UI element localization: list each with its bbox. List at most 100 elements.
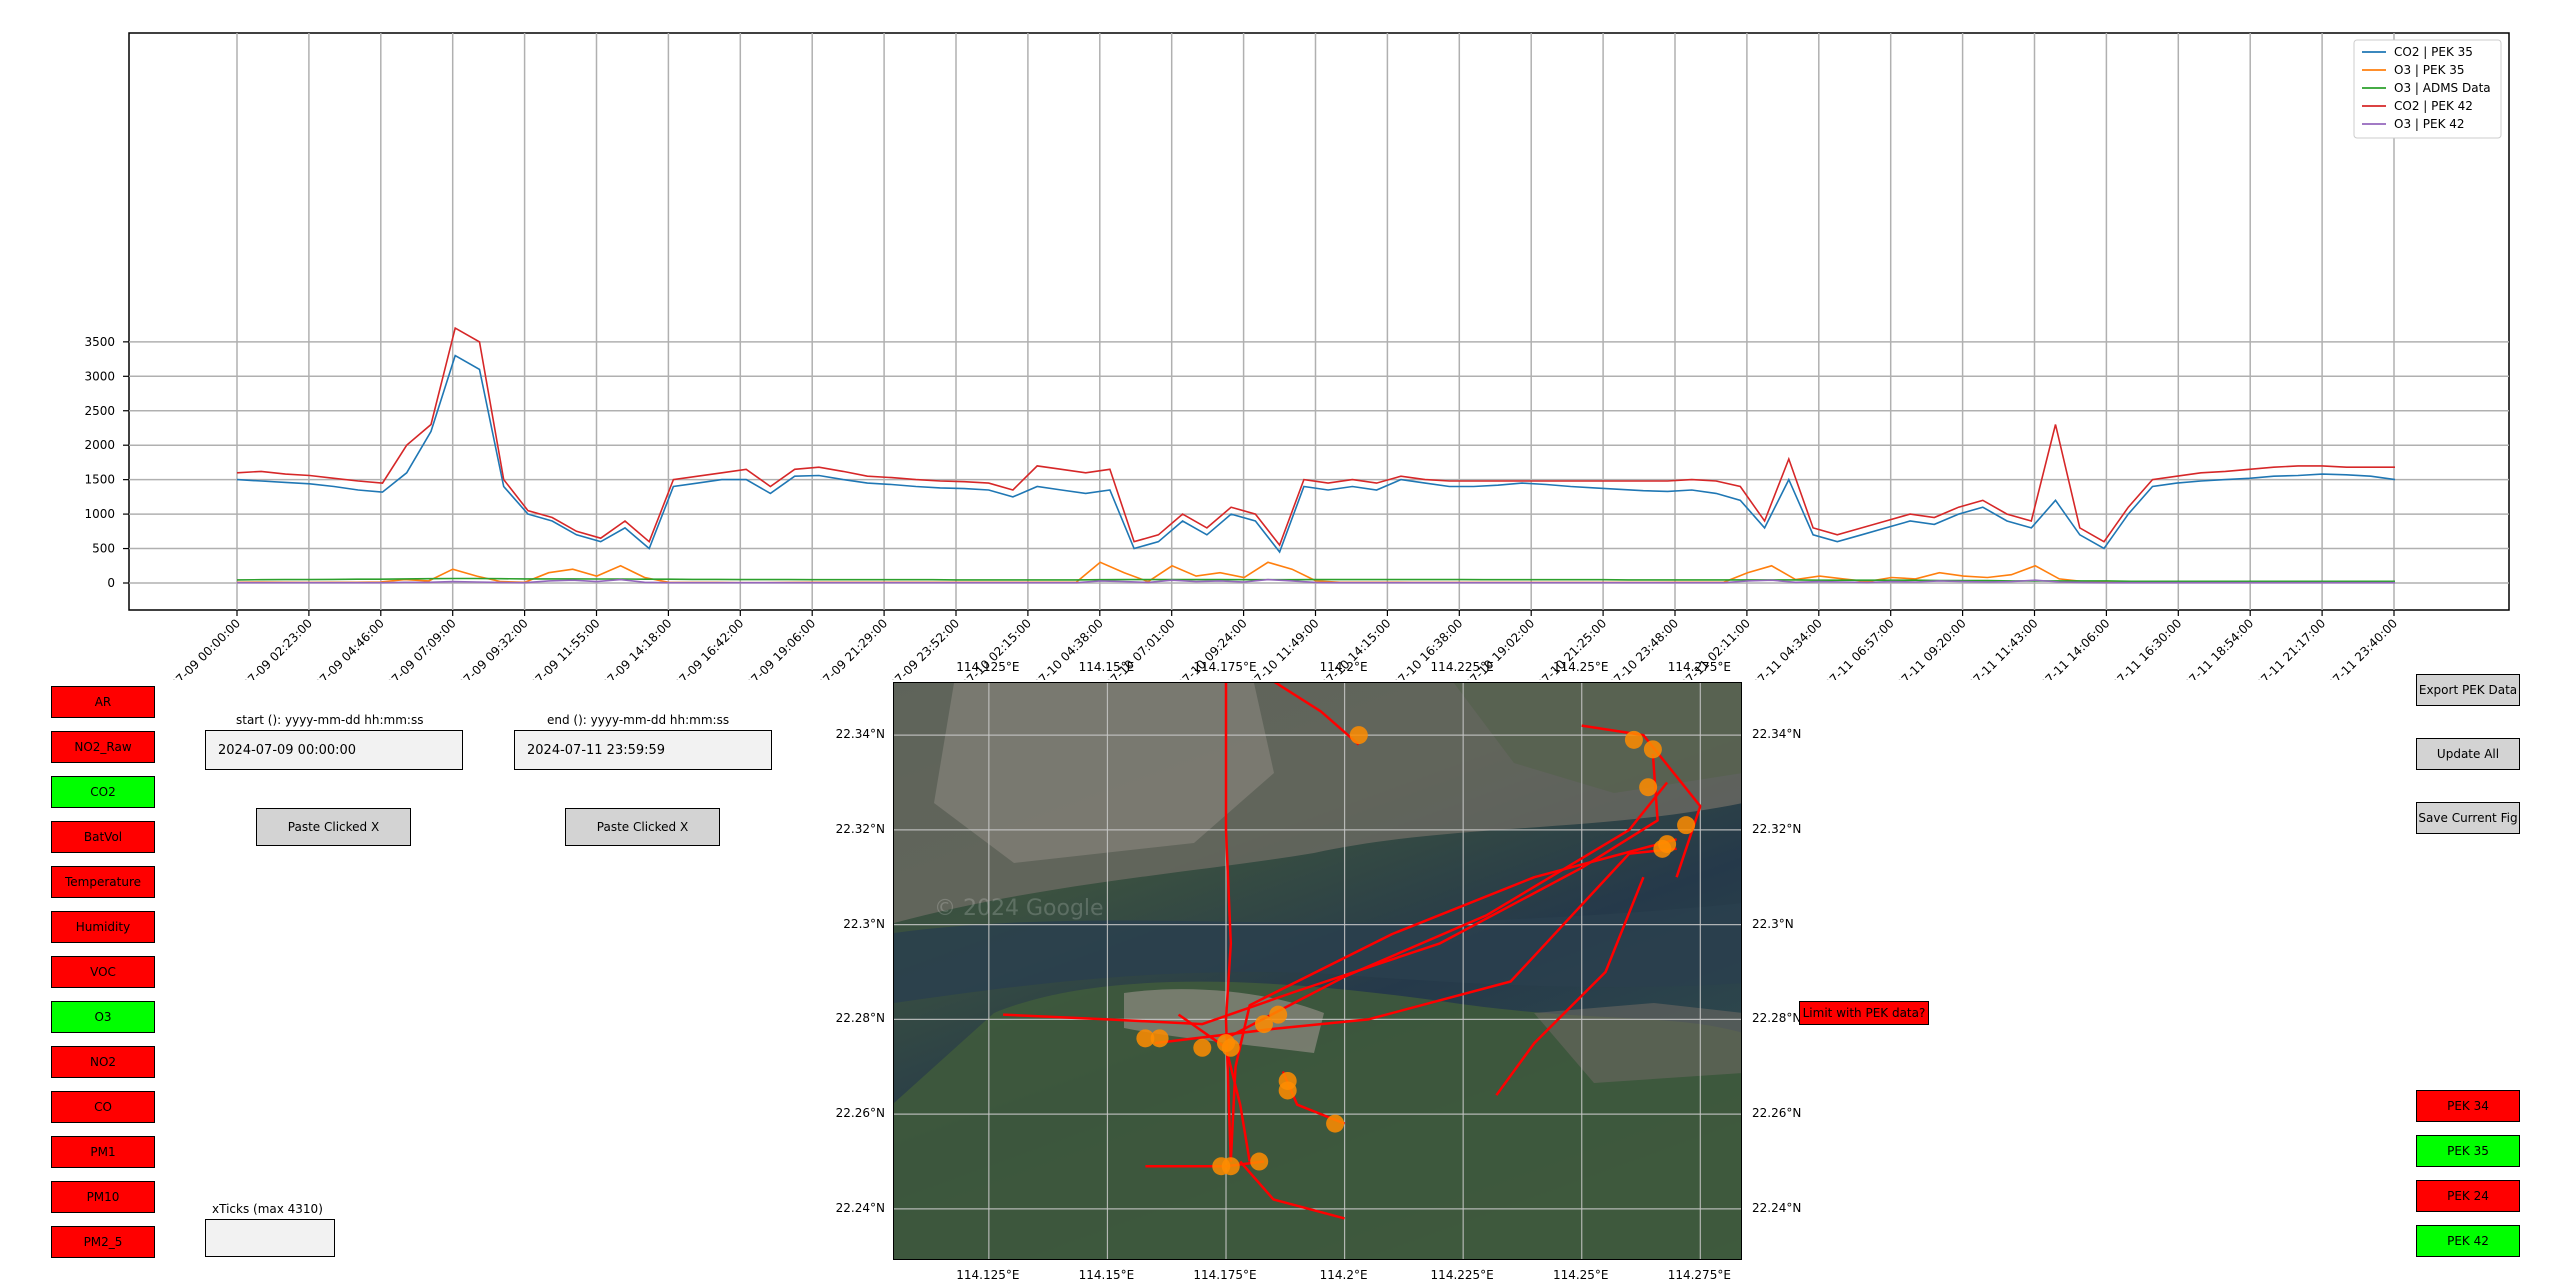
map-track-5 — [1154, 847, 1677, 1045]
map-lat-label-left: 22.26°N — [835, 1106, 885, 1121]
map-track-11 — [1177, 1013, 1251, 1162]
legend-entry: O3 | PEK 42 — [2394, 117, 2465, 131]
station-toggle-pek-35[interactable]: PEK 35 — [2416, 1135, 2520, 1167]
pollutant-toggle-o3[interactable]: O3 — [51, 1001, 155, 1033]
y-tick-label: 0 — [107, 576, 115, 590]
map-marker-6[interactable] — [1653, 839, 1672, 858]
legend-entry: O3 | PEK 35 — [2394, 63, 2465, 77]
y-axis: 0 500 1000 1500 2000 2500 3000 3500 — [84, 335, 129, 590]
y-tick-label: 3000 — [84, 369, 115, 383]
map-lon-label-bottom: 114.225°E — [1430, 1268, 1494, 1282]
pollutant-toggle-co[interactable]: CO — [51, 1091, 155, 1123]
start-label: start (): yyyy-mm-dd hh:mm:ss — [236, 713, 424, 727]
chart-frame — [128, 32, 2510, 611]
map-marker-2[interactable] — [1624, 730, 1643, 749]
map-track-7 — [1239, 1160, 1345, 1220]
y-tick-label: 3500 — [84, 335, 115, 349]
limit-pek-toggle[interactable]: Limit with PEK data? — [1799, 1001, 1929, 1025]
map-marker-13[interactable] — [1269, 1005, 1288, 1024]
map-lat-label-left: 22.32°N — [835, 821, 885, 836]
pollutant-toggle-co2[interactable]: CO2 — [51, 776, 155, 808]
map-marker-9[interactable] — [1193, 1038, 1212, 1057]
paste-end-button[interactable]: Paste Clicked X — [565, 808, 720, 846]
legend-box — [2353, 39, 2502, 139]
save-figure-button[interactable]: Save Current Fig — [2416, 802, 2520, 834]
pollutant-toggle-humidity[interactable]: Humidity — [51, 911, 155, 943]
map-marker-4[interactable] — [1677, 816, 1696, 835]
map-lon-label-top: 114.2°E — [1319, 660, 1368, 674]
export-pek-data-button[interactable]: Export PEK Data — [2416, 674, 2520, 706]
map-marker-15[interactable] — [1278, 1081, 1297, 1100]
map-lon-label-bottom: 114.15°E — [1078, 1268, 1135, 1282]
pollutant-toggle-pm1[interactable]: PM1 — [51, 1136, 155, 1168]
map-lat-label-right: 22.34°N — [1752, 727, 1802, 742]
legend-entry: CO2 | PEK 35 — [2394, 45, 2473, 59]
map-lat-label-right: 22.32°N — [1752, 821, 1802, 836]
update-all-button[interactable]: Update All — [2416, 738, 2520, 770]
map-lon-label-top: 114.225°E — [1430, 660, 1494, 674]
chart-series — [236, 326, 2396, 584]
map-marker-7[interactable] — [1136, 1029, 1155, 1048]
map-lon-label-bottom: 114.25°E — [1552, 1268, 1609, 1282]
map-marker-8[interactable] — [1150, 1029, 1169, 1048]
series-line-1 — [236, 561, 2395, 584]
pollutant-toggle-temperature[interactable]: Temperature — [51, 866, 155, 898]
map-track-1 — [1225, 781, 1669, 1040]
series-line-0 — [236, 354, 2396, 554]
pollutant-toggle-voc[interactable]: VOC — [51, 956, 155, 988]
map-marker-16[interactable] — [1326, 1114, 1345, 1133]
map-marker-19[interactable] — [1250, 1152, 1269, 1171]
xticks-label: xTicks (max 4310) — [212, 1202, 323, 1216]
legend-entry: CO2 | PEK 42 — [2394, 99, 2473, 113]
pollutant-toggle-pm2-5[interactable]: PM2_5 — [51, 1226, 155, 1258]
map-lon-label-bottom: 114.175°E — [1193, 1268, 1257, 1282]
end-input[interactable]: 2024-07-11 23:59:59 — [514, 730, 772, 770]
pollutant-toggle-ar[interactable]: AR — [51, 686, 155, 718]
map-lat-label-left: 22.3°N — [843, 916, 885, 931]
station-toggle-pek-42[interactable]: PEK 42 — [2416, 1225, 2520, 1257]
map-watermark: © 2024 Google — [934, 896, 1104, 921]
map-marker-0[interactable] — [1349, 726, 1368, 745]
xticks-input[interactable] — [205, 1219, 335, 1257]
map-markers — [1136, 726, 1696, 1176]
pollutant-toggle-no2-raw[interactable]: NO2_Raw — [51, 731, 155, 763]
timeseries-chart[interactable]: 0 500 1000 1500 2000 2500 3000 3500 2024-07-09 … — [0, 0, 2551, 680]
map-lat-label-left: 22.28°N — [835, 1011, 885, 1026]
pollutant-toggle-no2[interactable]: NO2 — [51, 1046, 155, 1078]
map-lat-label-left: 22.34°N — [835, 727, 885, 742]
map-lon-label-top: 114.175°E — [1193, 660, 1257, 674]
start-input[interactable]: 2024-07-09 00:00:00 — [205, 730, 463, 770]
legend-entry: O3 | ADMS Data — [2394, 81, 2491, 95]
map-marker-1[interactable] — [1643, 740, 1662, 759]
y-tick-label: 2500 — [84, 404, 115, 418]
chart-legend: CO2 | PEK 35 O3 | PEK 35 O3 | ADMS Data CO2… — [2353, 39, 2502, 139]
map-marker-18[interactable] — [1212, 1157, 1231, 1176]
paste-start-button[interactable]: Paste Clicked X — [256, 808, 411, 846]
y-tick-label: 2000 — [84, 438, 115, 452]
y-tick-label: 1000 — [84, 507, 115, 521]
series-line-3 — [236, 326, 2395, 547]
map-lat-label-right: 22.3°N — [1752, 916, 1794, 931]
y-tick-label: 500 — [92, 542, 115, 556]
x-tick-label: 2024-07-09 00:00:00 — [143, 616, 243, 680]
map-track-3 — [1224, 683, 1233, 1162]
map-lon-label-bottom: 114.275°E — [1667, 1268, 1731, 1282]
pollutant-toggle-batvol[interactable]: BatVol — [51, 821, 155, 853]
map-lon-label-top: 114.125°E — [956, 660, 1020, 674]
map-lat-label-right: 22.24°N — [1752, 1200, 1802, 1215]
y-tick-label: 1500 — [84, 473, 115, 487]
map-marker-11[interactable] — [1221, 1038, 1240, 1057]
chart-grid — [129, 33, 2509, 610]
map-track-10 — [1581, 724, 1702, 878]
map-lon-label-top: 114.15°E — [1078, 660, 1135, 674]
station-toggle-pek-24[interactable]: PEK 24 — [2416, 1180, 2520, 1212]
map-marker-12[interactable] — [1254, 1015, 1273, 1034]
station-toggle-pek-34[interactable]: PEK 34 — [2416, 1090, 2520, 1122]
map-marker-3[interactable] — [1639, 778, 1658, 797]
map-lat-label-right: 22.26°N — [1752, 1106, 1802, 1121]
end-label: end (): yyyy-mm-dd hh:mm:ss — [547, 713, 730, 727]
map-lat-label-left: 22.24°N — [835, 1200, 885, 1215]
trajectory-map[interactable]: © 2024 Google — [893, 682, 1742, 1260]
pollutant-toggle-pm10[interactable]: PM10 — [51, 1181, 155, 1213]
